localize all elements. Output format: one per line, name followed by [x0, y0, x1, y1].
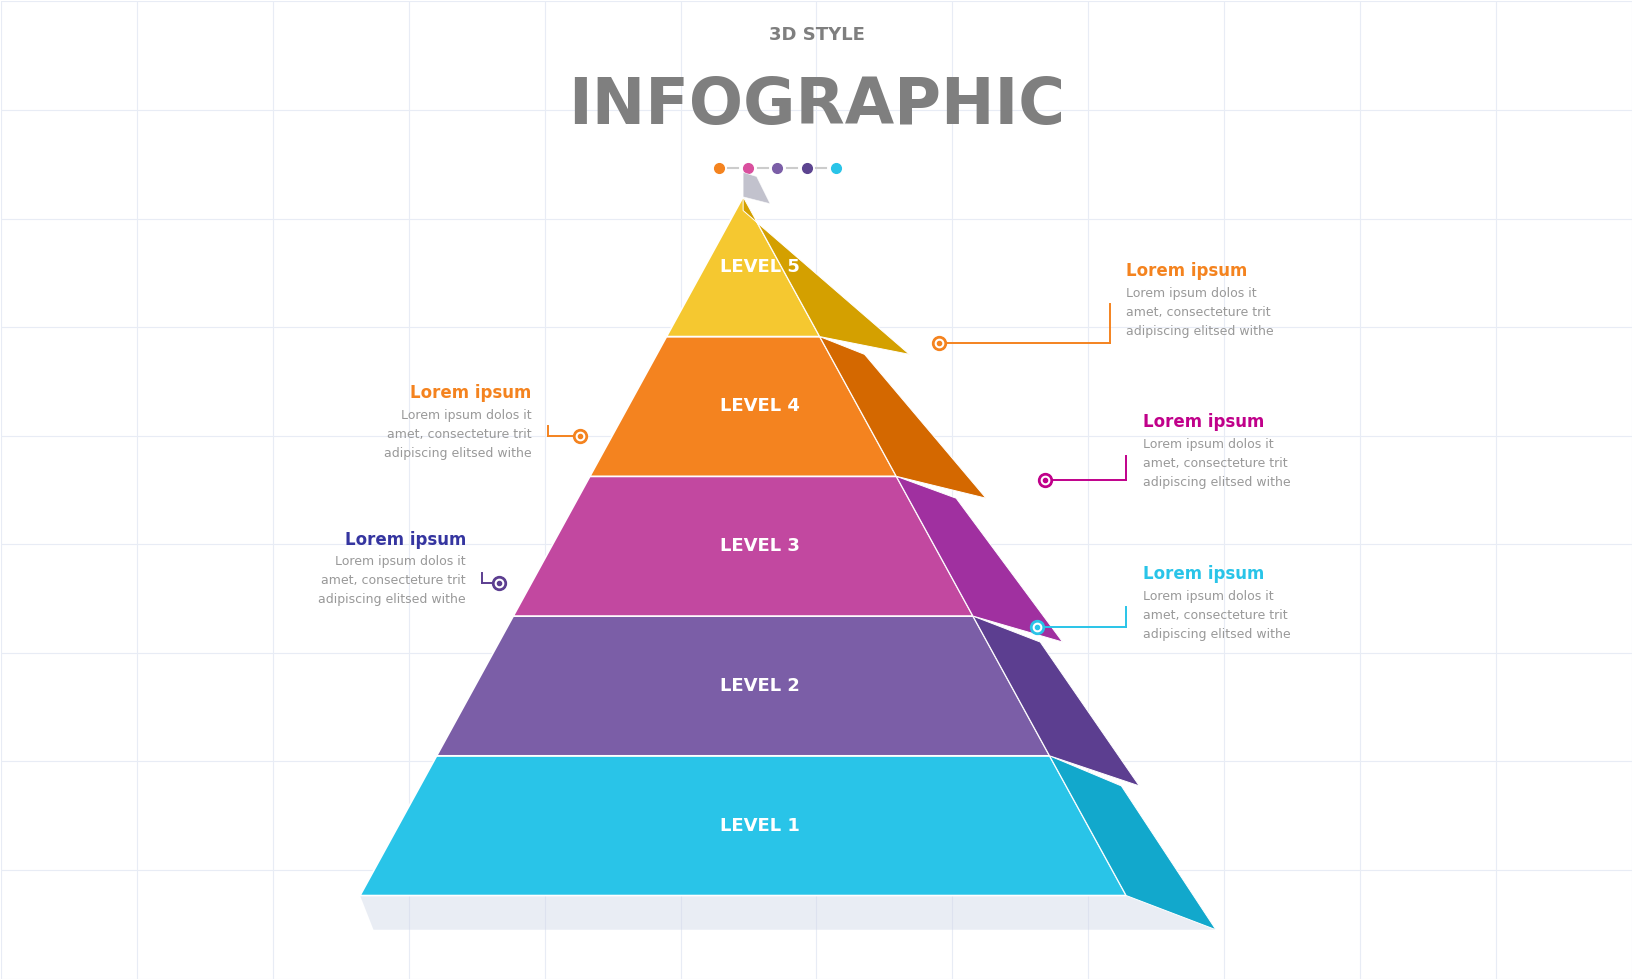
Text: Lorem ipsum dolos it
amet, consecteture trit
adipiscing elitsed withe: Lorem ipsum dolos it amet, consecteture …: [1142, 590, 1289, 641]
Text: LEVEL 5: LEVEL 5: [720, 258, 800, 275]
Polygon shape: [436, 616, 1049, 756]
Polygon shape: [743, 172, 770, 204]
Text: Lorem ipsum dolos it
amet, consecteture trit
adipiscing elitsed withe: Lorem ipsum dolos it amet, consecteture …: [384, 409, 530, 460]
Polygon shape: [359, 896, 1216, 930]
Text: Lorem ipsum dolos it
amet, consecteture trit
adipiscing elitsed withe: Lorem ipsum dolos it amet, consecteture …: [318, 556, 465, 607]
Text: LEVEL 3: LEVEL 3: [720, 537, 800, 556]
Text: 3D STYLE: 3D STYLE: [769, 25, 863, 44]
Polygon shape: [743, 197, 909, 355]
Text: Lorem ipsum: Lorem ipsum: [1142, 414, 1263, 431]
Polygon shape: [359, 756, 1126, 896]
Text: LEVEL 1: LEVEL 1: [720, 816, 800, 835]
Text: Lorem ipsum: Lorem ipsum: [1126, 262, 1247, 280]
Text: Lorem ipsum: Lorem ipsum: [1142, 564, 1263, 583]
Text: Lorem ipsum dolos it
amet, consecteture trit
adipiscing elitsed withe: Lorem ipsum dolos it amet, consecteture …: [1126, 287, 1273, 338]
Polygon shape: [589, 336, 896, 476]
Text: INFOGRAPHIC: INFOGRAPHIC: [568, 74, 1064, 136]
Text: LEVEL 2: LEVEL 2: [720, 677, 800, 695]
Text: Lorem ipsum: Lorem ipsum: [344, 530, 465, 549]
Polygon shape: [896, 476, 1062, 642]
Text: Lorem ipsum dolos it
amet, consecteture trit
adipiscing elitsed withe: Lorem ipsum dolos it amet, consecteture …: [1142, 438, 1289, 489]
Polygon shape: [666, 197, 819, 336]
Polygon shape: [819, 336, 986, 498]
Polygon shape: [1049, 756, 1216, 930]
Text: LEVEL 4: LEVEL 4: [720, 398, 800, 416]
Text: Lorem ipsum: Lorem ipsum: [410, 384, 530, 402]
Polygon shape: [973, 616, 1139, 786]
Polygon shape: [512, 476, 973, 616]
